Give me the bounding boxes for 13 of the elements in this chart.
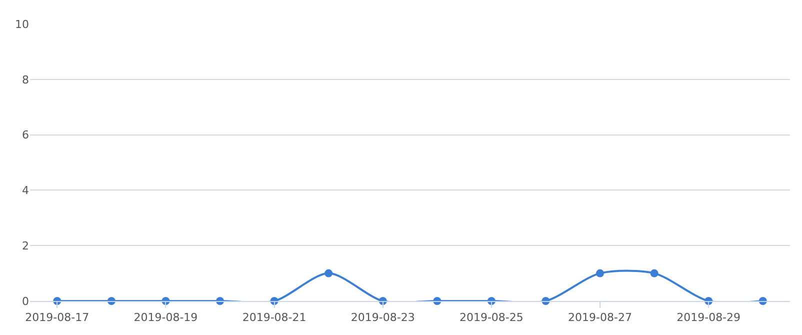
x-tick-label: 2019-08-17 [25, 311, 90, 324]
x-tick-label: 2019-08-19 [134, 311, 198, 324]
x-tick-label: 2019-08-21 [242, 311, 306, 324]
y-tick-label: 6 [22, 128, 29, 142]
x-tick-label: 2019-08-23 [350, 311, 415, 324]
y-tick-label: 0 [22, 294, 29, 308]
y-tick-label: 2 [22, 239, 29, 252]
y-tick-label: 4 [22, 184, 29, 198]
x-tick-label: 2019-08-29 [676, 311, 741, 324]
x-tick-label: 2019-08-27 [568, 311, 632, 324]
x-tick-label: 2019-08-25 [459, 311, 524, 324]
y-tick-label: 8 [22, 73, 29, 86]
y-tick-label: 10 [15, 18, 29, 31]
